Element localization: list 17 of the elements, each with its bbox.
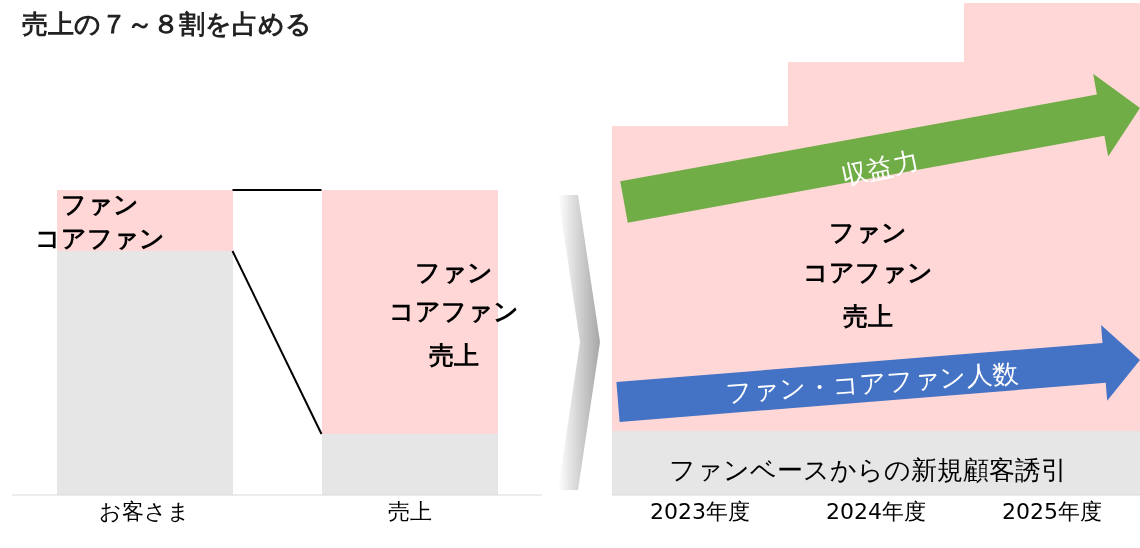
x-tick-label: 売上 (387, 498, 432, 524)
annotation: ファン・コアファン人数 (724, 357, 1020, 409)
annotation: ファンベースからの新規顧客誘引 (669, 455, 1067, 485)
annotation: ファン (61, 189, 139, 219)
x-tick-label: お客さま (99, 498, 190, 524)
annotation: 売上 (843, 301, 893, 331)
x-tick-label: 2025年度 (1002, 498, 1102, 524)
annotation: コアファン (803, 257, 933, 287)
annotation: コアファン (35, 223, 165, 253)
chart-title: 売上の７～８割を占める (22, 9, 312, 39)
annotation: コアファン (389, 296, 519, 326)
x-tick-label: 2024年度 (826, 498, 926, 524)
x-tick-label: 2023年度 (650, 498, 750, 524)
annotation: 売上 (429, 340, 479, 370)
annotation: ファン (415, 257, 493, 287)
annotation: ファン (829, 217, 907, 247)
annotation: 収益力 (838, 145, 922, 191)
